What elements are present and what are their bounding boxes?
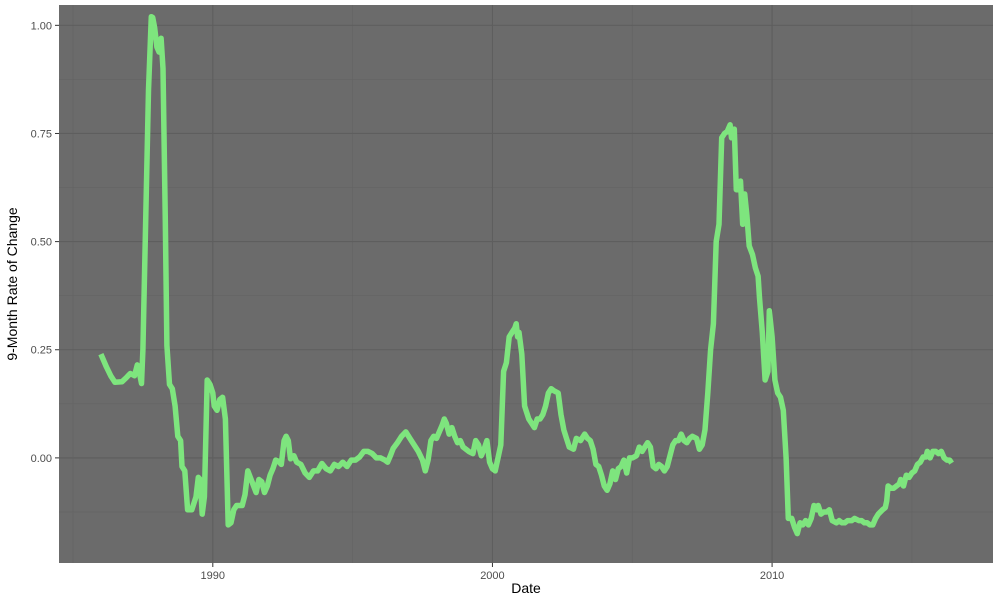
series-line [98, 13, 954, 537]
y-axis: 0.00 0.25 0.50 0.75 1.00 [31, 20, 59, 465]
x-tick-label: 2000 [480, 570, 504, 582]
y-axis-title: 9-Month Rate of Change [4, 207, 20, 361]
y-tick-label: 0.00 [31, 453, 52, 465]
plot-panel [59, 5, 993, 563]
x-tick-label: 1990 [201, 570, 225, 582]
x-tick-label: 2010 [760, 570, 784, 582]
grid [59, 5, 993, 563]
x-axis-title: Date [511, 580, 541, 596]
y-tick-label: 0.75 [31, 128, 52, 140]
y-tick-label: 0.50 [31, 237, 52, 249]
y-tick-label: 1.00 [31, 20, 52, 32]
series-layer [98, 13, 954, 537]
y-tick-label: 0.25 [31, 345, 52, 357]
x-axis: 1990 2000 2010 [201, 563, 784, 582]
